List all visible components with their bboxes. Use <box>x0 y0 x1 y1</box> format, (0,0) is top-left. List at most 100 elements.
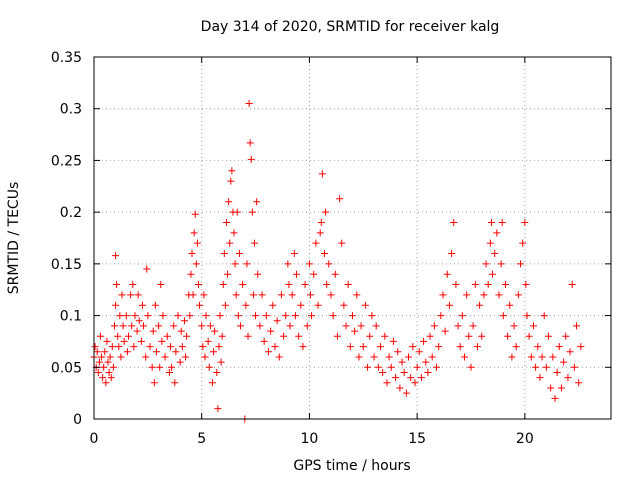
data-point <box>149 327 157 335</box>
data-point <box>245 100 253 108</box>
data-point <box>536 374 544 382</box>
data-point <box>269 301 277 309</box>
data-point <box>357 322 365 330</box>
data-point <box>420 337 428 345</box>
data-point <box>504 332 512 340</box>
data-point <box>200 291 208 299</box>
x-tick-label: 20 <box>516 431 534 447</box>
data-point <box>222 218 230 226</box>
data-point <box>305 260 313 268</box>
data-point <box>312 239 320 247</box>
data-point <box>233 208 241 216</box>
data-point <box>521 218 529 226</box>
data-point <box>299 343 307 351</box>
data-point <box>110 322 118 330</box>
data-point <box>538 353 546 361</box>
data-point <box>314 301 322 309</box>
data-point <box>374 363 382 371</box>
data-point <box>450 218 458 226</box>
data-point <box>381 332 389 340</box>
data-point <box>400 368 408 376</box>
data-point <box>433 363 441 371</box>
data-point <box>471 281 479 289</box>
data-point <box>573 322 581 330</box>
data-point <box>480 291 488 299</box>
data-point <box>392 374 400 382</box>
data-point <box>230 229 238 237</box>
data-point <box>130 343 138 351</box>
data-point <box>439 291 447 299</box>
data-point <box>142 353 150 361</box>
data-point <box>306 291 314 299</box>
x-axis-label: GPS time / hours <box>293 458 410 474</box>
data-point <box>290 250 298 258</box>
data-point <box>551 394 559 402</box>
data-point <box>422 358 430 366</box>
data-point <box>171 379 179 387</box>
data-point <box>228 167 236 175</box>
data-point <box>407 374 415 382</box>
data-point <box>258 291 266 299</box>
data-point <box>215 343 223 351</box>
data-point <box>137 337 145 345</box>
data-point <box>133 327 141 335</box>
data-point <box>254 270 262 278</box>
data-point <box>271 343 279 351</box>
data-point <box>224 270 232 278</box>
data-point <box>211 327 219 335</box>
data-point <box>218 332 226 340</box>
data-point <box>413 363 421 371</box>
data-point <box>210 348 218 356</box>
data-point <box>508 353 516 361</box>
data-point <box>242 301 250 309</box>
data-point <box>208 379 216 387</box>
data-point <box>176 358 184 366</box>
data-point <box>540 312 548 320</box>
data-point <box>196 301 204 309</box>
data-point <box>338 239 346 247</box>
data-point <box>344 281 352 289</box>
data-point <box>316 229 324 237</box>
data-point <box>105 368 113 376</box>
data-point <box>398 358 406 366</box>
x-tick-label: 0 <box>90 431 99 447</box>
data-point <box>187 270 195 278</box>
data-point <box>247 155 255 163</box>
data-point <box>114 332 122 340</box>
data-point <box>353 291 361 299</box>
data-point <box>426 332 434 340</box>
data-point <box>156 363 164 371</box>
data-point <box>355 353 363 361</box>
data-point <box>308 312 316 320</box>
data-point <box>183 332 191 340</box>
data-point <box>186 312 194 320</box>
data-point <box>239 281 247 289</box>
data-point <box>168 363 176 371</box>
data-point <box>523 312 531 320</box>
data-points <box>90 100 585 423</box>
data-point <box>166 343 174 351</box>
data-point <box>349 312 356 320</box>
data-point <box>140 322 148 330</box>
data-point <box>497 260 505 268</box>
data-point <box>454 322 462 330</box>
data-point <box>435 343 443 351</box>
data-point <box>411 379 419 387</box>
data-point <box>219 281 227 289</box>
data-point <box>320 250 328 258</box>
data-point <box>120 337 128 345</box>
data-point <box>99 374 107 382</box>
data-point <box>275 353 283 361</box>
data-point <box>461 353 469 361</box>
y-tick-label: 0.3 <box>60 102 82 118</box>
data-point <box>192 260 200 268</box>
data-point <box>527 353 535 361</box>
data-point <box>297 301 305 309</box>
data-point <box>570 363 578 371</box>
grid <box>94 57 611 419</box>
data-point <box>170 322 178 330</box>
data-point <box>93 348 101 356</box>
data-point <box>199 343 207 351</box>
data-point <box>102 379 110 387</box>
y-tick-label: 0.05 <box>51 360 82 376</box>
